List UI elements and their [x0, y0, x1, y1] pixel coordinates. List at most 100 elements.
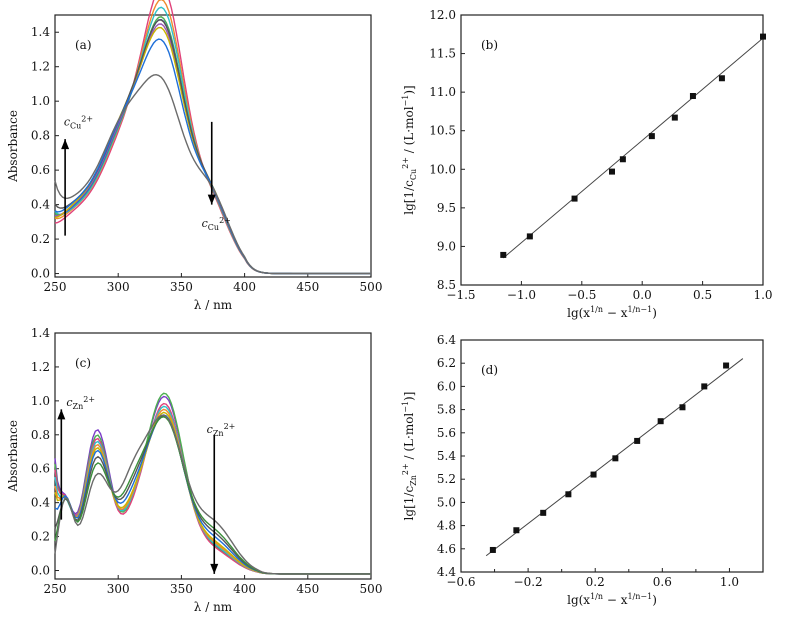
x-label-end: ): [652, 593, 657, 607]
y-axis-label: Absorbance: [6, 110, 20, 183]
y-label-superscript: −1: [401, 401, 410, 413]
y-tick-label: 0.0: [31, 564, 50, 578]
annotation-subscript: Zn: [213, 429, 224, 438]
annotation-subscript: Zn: [73, 402, 84, 411]
x-label-superscript: 1/n−1: [627, 592, 652, 601]
data-point: [760, 33, 766, 40]
x-tick-label: 350: [170, 280, 193, 294]
y-tick-label: 1.2: [31, 360, 50, 374]
annotation-superscript: 2+: [81, 114, 93, 123]
spectrum-series-line: [54, 16, 371, 275]
x-label-mid: − x: [603, 306, 628, 320]
y-label-units: / (L·mol: [402, 106, 416, 157]
data-point: [648, 133, 655, 140]
panel-b-fit-cu: −1.5 −1.0 −0.5 0.0 0.5 1.0 8.5 9.0 9.5 10.0 10.5 11…: [401, 8, 773, 320]
data-point: [671, 114, 678, 121]
x-label-end: ): [652, 306, 657, 320]
data-point: [500, 251, 507, 258]
y-tick-label: 0.8: [31, 129, 50, 143]
data-point: [609, 168, 615, 175]
x-tick-label: 250: [44, 582, 67, 596]
x-tick-label: 500: [360, 280, 383, 294]
spectrum-series-line: [54, 392, 371, 575]
y-label-superscript: −1: [401, 95, 410, 107]
annotation-subscript: Cu: [70, 121, 81, 130]
data-point: [612, 455, 619, 462]
x-tick-label: 0.5: [693, 288, 712, 302]
y-tick-label: 6.0: [437, 379, 456, 393]
x-label-superscript: 1/n−1: [627, 305, 652, 314]
annotation-symbol: c: [66, 396, 72, 409]
y-tick-label: 0.4: [31, 198, 50, 212]
data-point: [590, 471, 597, 478]
x-axis-label: lg(x1/n − x1/n−1): [567, 305, 657, 320]
plot-frame: [460, 339, 764, 573]
annotation-superscript: 2+: [224, 422, 236, 431]
y-tick-label: 0.0: [31, 267, 50, 281]
data-point: [565, 491, 572, 498]
y-label-superscript: 2+: [401, 463, 410, 475]
trend-arrow-head: [57, 409, 66, 420]
y-tick-label: 10.0: [429, 162, 456, 176]
y-tick-label: 5.0: [437, 495, 456, 509]
x-tick-label: 300: [107, 280, 130, 294]
x-tick-label: 400: [233, 280, 256, 294]
plot-frame: [54, 14, 372, 278]
annotation-superscript: 2+: [83, 395, 95, 404]
y-tick-label: 12.0: [429, 8, 456, 22]
x-tick-label: 0.2: [586, 575, 605, 589]
x-tick-label: 1.0: [753, 288, 772, 302]
y-label-subscript: Zn: [409, 475, 418, 486]
annotation-subscript: Cu: [208, 223, 219, 232]
annotation-symbol: c: [202, 217, 208, 230]
data-point: [634, 437, 641, 444]
y-tick-label: 0.2: [31, 530, 50, 544]
y-label-subscript: Cu: [409, 169, 418, 180]
trend-arrow-head: [61, 139, 70, 150]
data-point: [619, 156, 626, 163]
trend-arrow-head: [207, 194, 216, 205]
concentration-annotation: cCu2+: [64, 114, 93, 130]
x-axis-label: λ / nm: [194, 600, 233, 614]
data-point: [657, 418, 664, 425]
y-tick-label: 5.6: [437, 426, 456, 440]
y-tick-label: 5.8: [437, 403, 456, 417]
x-tick-label: −0.2: [514, 575, 543, 589]
spectrum-series-line: [54, 395, 371, 575]
y-label-main: lg[1/c: [402, 180, 416, 215]
plot-frame: [54, 332, 372, 580]
y-label-units: / (L·mol: [402, 413, 416, 464]
spectrum-series-line: [54, 0, 371, 275]
y-tick-label: 5.4: [437, 449, 456, 463]
y-label-close: )]: [402, 85, 416, 94]
x-label-superscript: 1/n: [590, 592, 603, 601]
y-label-close: )]: [402, 392, 416, 401]
x-tick-label: −0.5: [567, 288, 596, 302]
panel-a-absorbance-cu: 250 300 350 400 450 500 0.0 0.2 0.4 0.6 0.8 1.0 1.2 1…: [6, 0, 382, 312]
panel-label: (d): [481, 363, 498, 377]
concentration-annotation: cZn2+: [66, 395, 95, 411]
concentration-annotation: cCu2+: [202, 216, 231, 232]
spectrum-series-line: [54, 6, 371, 275]
annotation-symbol: c: [64, 115, 70, 128]
spectrum-series-line: [54, 26, 371, 275]
panel-label: (a): [75, 38, 92, 52]
plot-frame: [460, 14, 764, 286]
data-point: [489, 546, 496, 553]
y-tick-label: 11.5: [429, 47, 456, 61]
data-point: [718, 75, 725, 82]
y-tick-label: 0.6: [31, 462, 50, 476]
y-label-superscript: 2+: [401, 157, 410, 169]
data-point: [513, 527, 520, 534]
x-label-main: lg(x: [567, 593, 590, 607]
x-tick-label: 450: [296, 280, 319, 294]
y-tick-label: 8.5: [437, 278, 456, 292]
y-tick-label: 9.0: [437, 239, 456, 253]
x-tick-label: 400: [233, 582, 256, 596]
x-tick-label: 0.0: [633, 288, 652, 302]
y-tick-label: 0.2: [31, 232, 50, 246]
y-tick-label: 10.5: [429, 124, 456, 138]
y-axis-label: Absorbance: [6, 420, 20, 493]
x-label-main: lg(x: [567, 306, 590, 320]
